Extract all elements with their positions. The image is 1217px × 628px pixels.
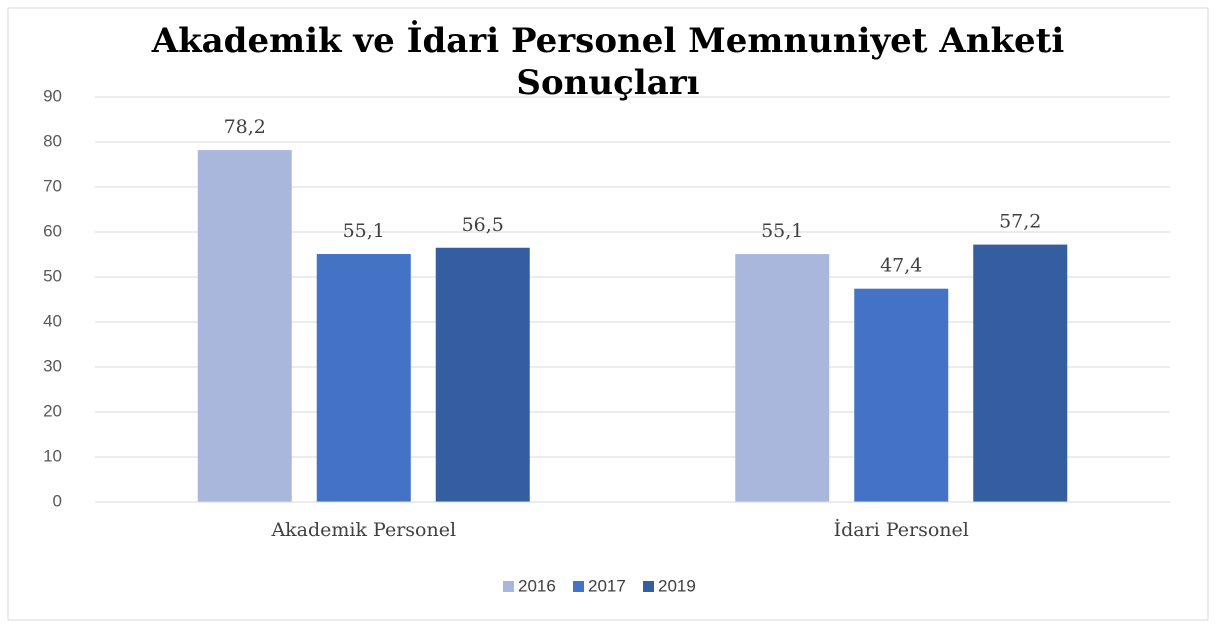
y-tick-label: 30 <box>43 356 62 375</box>
bar <box>316 254 411 502</box>
y-tick-label: 20 <box>43 401 62 420</box>
bar <box>197 150 292 502</box>
data-label: 56,5 <box>462 214 504 236</box>
y-tick-label: 80 <box>43 131 62 150</box>
x-tick-label: Akademik Personel <box>270 519 456 541</box>
y-tick-label: 40 <box>43 311 62 330</box>
y-tick-label: 50 <box>43 266 62 285</box>
bar <box>435 247 530 502</box>
data-label: 57,2 <box>999 211 1041 233</box>
legend-swatch <box>573 581 584 592</box>
legend-label: 2017 <box>588 576 626 595</box>
y-tick-label: 90 <box>43 86 62 105</box>
bar <box>973 244 1068 502</box>
legend-label: 2019 <box>658 576 696 595</box>
data-label: 55,1 <box>343 220 385 242</box>
bar <box>735 254 830 502</box>
legend-swatch <box>643 581 654 592</box>
data-label: 55,1 <box>761 220 803 242</box>
y-tick-label: 60 <box>43 221 62 240</box>
y-tick-label: 0 <box>53 491 62 510</box>
bar <box>854 288 949 502</box>
legend-label: 2016 <box>518 576 556 595</box>
data-label: 78,2 <box>224 116 266 138</box>
y-tick-label: 70 <box>43 176 62 195</box>
chart-title: Akademik ve İdari Personel Memnuniyet An… <box>151 21 1065 103</box>
data-label: 47,4 <box>880 255 922 277</box>
legend-swatch <box>503 581 514 592</box>
x-tick-label: İdari Personel <box>834 518 969 541</box>
y-tick-label: 10 <box>43 446 62 465</box>
